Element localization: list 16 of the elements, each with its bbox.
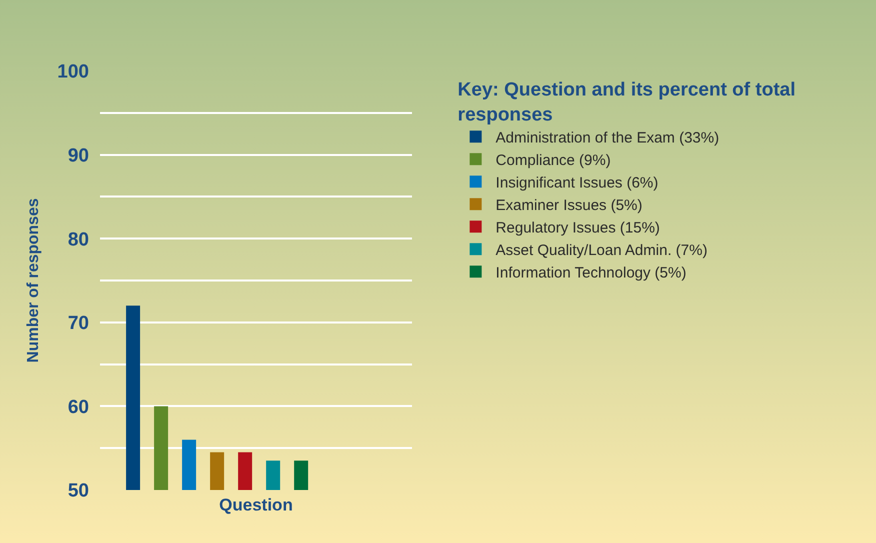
legend-label: Asset Quality/Loan Admin. (7%) [496,242,708,259]
y-tick-label: 70 [68,313,89,334]
y-tick-label: 60 [68,396,89,418]
legend-label: Administration of the Exam (33%) [496,130,720,146]
legend-label: Compliance (9%) [496,152,611,169]
y-tick-label: 80 [68,229,89,250]
y-tick-label: 50 [68,480,89,502]
legend-label: Examiner Issues (5%) [496,197,642,214]
y-tick-label: 90 [68,145,89,166]
x-axis-title: Question [219,495,293,514]
legend-label: Insignificant Issues (6%) [496,174,658,192]
legend-label: Regulatory Issues (15%) [496,220,660,236]
y-axis-title: Number of responses [25,198,42,363]
legend-title: Key: Question and its percent of total responses [458,80,796,126]
legend-label: Information Technology (5%) [496,264,686,282]
y-tick-label: 100 [57,62,89,83]
